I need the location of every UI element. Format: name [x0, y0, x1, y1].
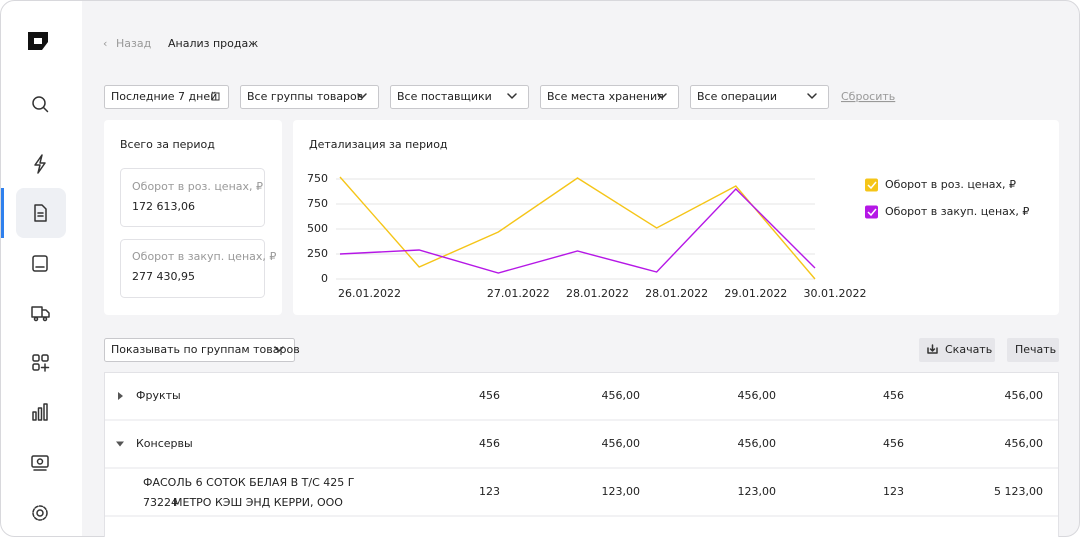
- filter-text: Все места хранения: [547, 90, 664, 103]
- cell: 456: [883, 389, 904, 402]
- chart-title: Детализация за период: [309, 138, 448, 151]
- group-name: Фрукты: [136, 389, 181, 402]
- x-tick-label: 28.01.2022: [566, 287, 629, 300]
- cell: 5 123,00: [994, 485, 1043, 498]
- summary-label: Оборот в роз. ценах, ₽: [132, 180, 263, 193]
- nav-documents[interactable]: [34, 204, 47, 222]
- filter-suppliers[interactable]: Все поставщики: [390, 85, 529, 109]
- cell: 456: [479, 437, 500, 450]
- y-tick-label: 750: [307, 172, 328, 185]
- nav-indicator: [1, 188, 4, 238]
- x-tick-label: 27.01.2022: [487, 287, 550, 300]
- summary-box: [120, 168, 265, 227]
- cell: 456: [883, 437, 904, 450]
- grouping-select[interactable]: Показывать по группам товаров: [104, 338, 300, 362]
- filter-period[interactable]: Последние 7 дней: [104, 85, 229, 109]
- cell: 123: [479, 485, 500, 498]
- nav-settings[interactable]: [32, 505, 48, 521]
- summary-value: 172 613,06: [132, 200, 195, 213]
- nav-tablet[interactable]: [32, 255, 48, 272]
- filter-text: Все группы товаров: [247, 90, 363, 103]
- nav-delivery[interactable]: [31, 306, 50, 322]
- y-tick-label: 750: [307, 197, 328, 210]
- expand-toggle[interactable]: [116, 441, 124, 447]
- x-tick-label: 28.01.2022: [645, 287, 708, 300]
- back-arrow: ‹: [103, 37, 107, 50]
- nav-cash[interactable]: [31, 455, 49, 471]
- cell: 123,00: [738, 485, 777, 498]
- expand-toggle[interactable]: [118, 392, 123, 400]
- filter-text: Все поставщики: [397, 90, 492, 103]
- legend-swatch: [865, 205, 878, 219]
- page-title: Анализ продаж: [168, 37, 258, 50]
- grouping-text: Показывать по группам товаров: [111, 343, 300, 356]
- cell: 123,00: [602, 485, 641, 498]
- print-text: Печать: [1015, 343, 1056, 356]
- cell: 456,00: [738, 389, 777, 402]
- filter-storage[interactable]: Все места хранения: [540, 85, 679, 109]
- nav-flash[interactable]: [34, 154, 46, 174]
- group-name: Консервы: [136, 437, 193, 450]
- legend-check: [867, 181, 877, 190]
- nav-reports[interactable]: [32, 403, 48, 421]
- series-line: [339, 187, 816, 274]
- cell: 456,00: [1005, 389, 1044, 402]
- nav-apps[interactable]: [32, 354, 50, 372]
- back-link[interactable]: Назад: [116, 37, 152, 50]
- cell: 456: [479, 389, 500, 402]
- summary-value: 277 430,95: [132, 270, 195, 283]
- legend-swatch: [865, 178, 878, 192]
- download-button[interactable]: Скачать: [919, 338, 995, 362]
- legend-label: Оборот в закуп. ценах, ₽: [885, 205, 1029, 218]
- x-tick-label: 30.01.2022: [804, 287, 867, 300]
- x-tick-label: 26.01.2022: [338, 287, 401, 300]
- y-tick-label: 0: [321, 272, 328, 285]
- item-supplier: МЕТРО КЭШ ЭНД КЕРРИ, ООО: [173, 496, 343, 509]
- filter-text: Все операции: [697, 90, 777, 103]
- summary-title: Всего за период: [120, 138, 215, 151]
- table: [104, 372, 1059, 537]
- legend-label: Оборот в роз. ценах, ₽: [885, 178, 1016, 191]
- item-name: ФАСОЛЬ 6 СОТОК БЕЛАЯ В Т/С 425 Г: [143, 476, 355, 489]
- y-tick-label: 500: [307, 222, 328, 235]
- print-button[interactable]: Печать: [1007, 338, 1059, 362]
- cell: 456,00: [602, 437, 641, 450]
- cell: 456,00: [1005, 437, 1044, 450]
- filter-operations[interactable]: Все операции: [690, 85, 829, 109]
- download-text: Скачать: [945, 343, 992, 356]
- summary-box: [120, 239, 265, 298]
- filter-groups[interactable]: Все группы товаров: [240, 85, 379, 109]
- reset-link[interactable]: Сбросить: [841, 90, 895, 103]
- cell: 123: [883, 485, 904, 498]
- y-tick-label: 250: [307, 247, 328, 260]
- filter-text: Последние 7 дней: [111, 90, 217, 103]
- logo: [28, 32, 48, 50]
- item-code: 73224: [143, 496, 178, 509]
- legend-check: [867, 208, 877, 217]
- nav-search[interactable]: [32, 96, 49, 113]
- x-tick-label: 29.01.2022: [724, 287, 787, 300]
- cell: 456,00: [602, 389, 641, 402]
- summary-label: Оборот в закуп. ценах, ₽: [132, 250, 276, 263]
- series-line: [339, 176, 816, 280]
- cell: 456,00: [738, 437, 777, 450]
